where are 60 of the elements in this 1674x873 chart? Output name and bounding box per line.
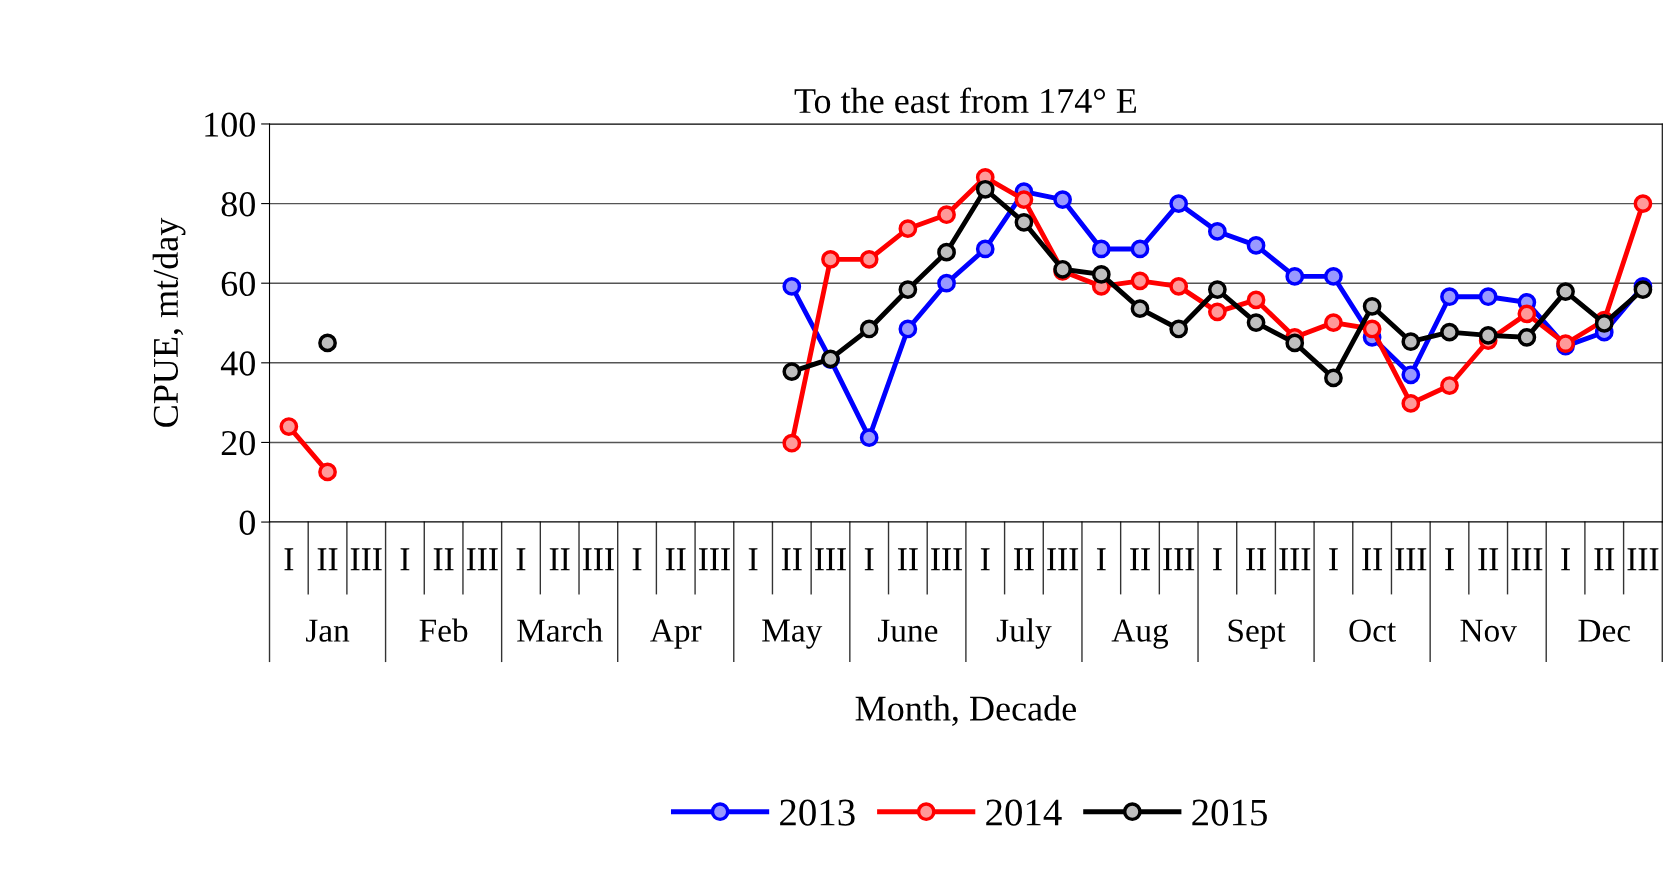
text: Oct	[1349, 619, 1396, 642]
x-axis-title: Month, Decade	[855, 695, 1076, 726]
x-tick-label: II	[1594, 548, 1615, 571]
text: March	[517, 618, 603, 642]
x-tick-label: II	[1362, 548, 1383, 571]
x-tick-label: III	[1395, 548, 1427, 571]
x-tick-label: II	[781, 548, 802, 571]
x-tick-label: I	[864, 548, 874, 571]
legend-label: 2014	[986, 799, 1062, 826]
x-tick-label: II	[897, 548, 918, 571]
chart-title: To the east from 174° E	[794, 87, 1137, 114]
x-tick-label: I	[632, 548, 642, 571]
x-tick-label: II	[433, 548, 454, 571]
legend-label: 2015	[1192, 799, 1267, 826]
x-tick-label: I	[1329, 548, 1338, 571]
x-tick-label: II	[1246, 548, 1266, 571]
x-tick-label: I	[400, 548, 410, 571]
x-tick-label: II	[549, 548, 570, 571]
text: Jan	[306, 619, 350, 642]
text: May	[762, 619, 823, 649]
y-tick-label: 60	[221, 271, 255, 297]
x-tick-label: I	[284, 548, 294, 571]
x-tick-label: II	[1478, 548, 1499, 571]
y-tick-label: 20	[221, 430, 255, 456]
y-axis-title: CPUE, mt/day	[152, 217, 186, 427]
x-tick-label: III	[1511, 548, 1543, 571]
text: Apr	[650, 619, 702, 649]
x-tick-label: III	[1627, 548, 1659, 571]
x-tick-label: III	[582, 548, 614, 571]
x-tick-label: II	[1130, 548, 1150, 571]
x-tick-label: III	[931, 548, 963, 571]
x-tick-label: I	[748, 548, 758, 571]
x-tick-label: I	[1213, 548, 1222, 571]
x-tick-label: III	[466, 548, 498, 571]
text: July	[996, 618, 1052, 649]
x-tick-label: III	[350, 548, 382, 571]
legend-label: 2013	[780, 799, 855, 826]
text: June	[878, 619, 938, 642]
x-tick-label: I	[1561, 548, 1570, 571]
x-tick-label: III	[1163, 548, 1195, 571]
x-tick-label: II	[317, 548, 338, 571]
y-tick-label: 80	[221, 192, 255, 217]
text: Dec	[1578, 619, 1631, 642]
x-tick-label: III	[1047, 548, 1079, 571]
x-tick-label: II	[665, 548, 686, 571]
y-tick-label: 0	[239, 510, 255, 535]
x-tick-label: III	[1279, 548, 1311, 571]
x-tick-label: III	[815, 548, 846, 571]
x-tick-label: I	[980, 548, 990, 571]
x-tick-label: I	[1096, 548, 1106, 571]
text: Nov	[1460, 619, 1517, 642]
x-tick-label: III	[698, 548, 730, 571]
text: Feb	[419, 618, 468, 642]
text: Aug	[1111, 619, 1169, 649]
y-tick-label: 100	[205, 112, 255, 137]
x-tick-label: I	[516, 548, 526, 571]
x-tick-label: II	[1014, 548, 1034, 571]
y-tick-label: 40	[220, 351, 255, 376]
x-tick-label: I	[1445, 548, 1454, 571]
text: Sept	[1228, 619, 1286, 649]
